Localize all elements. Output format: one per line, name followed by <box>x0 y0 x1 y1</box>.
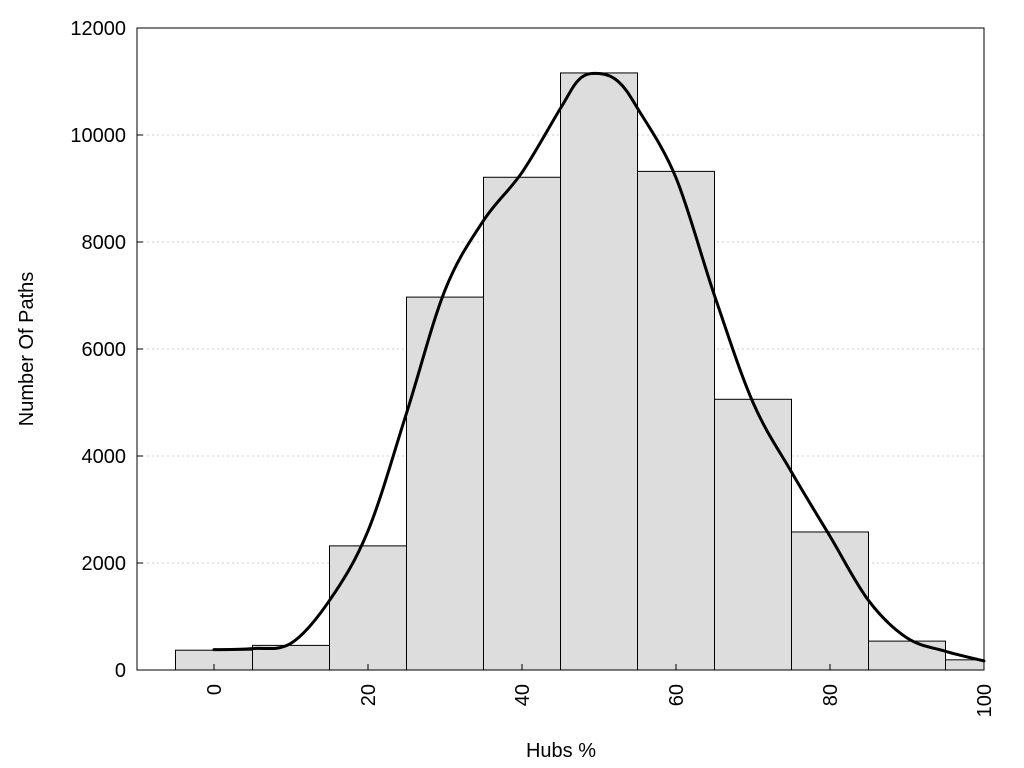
histogram-bar <box>483 176 561 671</box>
x-tick-label: 60 <box>666 684 688 706</box>
y-tick-label: 12000 <box>70 18 126 40</box>
y-tick-label: 0 <box>115 660 126 682</box>
x-tick-label: 20 <box>358 684 380 706</box>
histogram-bar <box>868 640 946 671</box>
y-axis-title: Number Of Paths <box>16 272 38 427</box>
x-tick-label: 0 <box>204 684 226 695</box>
y-tick-label: 6000 <box>82 339 127 361</box>
y-tick-label: 10000 <box>70 125 126 147</box>
y-tick-label: 4000 <box>82 446 127 468</box>
x-tick-label: 80 <box>820 684 842 706</box>
y-tick-label: 2000 <box>82 553 127 575</box>
x-tick-label: 100 <box>974 684 996 717</box>
histogram-bar <box>406 296 484 671</box>
x-tick-label: 40 <box>512 684 534 706</box>
x-axis-ticks: 0 20 40 60 80 100 <box>204 664 996 717</box>
histogram-bars <box>175 72 985 671</box>
density-curve <box>212 71 986 663</box>
histogram-bar <box>560 72 638 671</box>
histogram-bar <box>714 398 792 671</box>
y-tick-label: 8000 <box>82 232 127 254</box>
x-axis-title: Hubs % <box>526 740 596 762</box>
y-axis-ticks: 0 2000 4000 6000 8000 10000 12000 <box>70 18 143 682</box>
histogram-bar <box>945 659 985 671</box>
histogram-bar <box>637 170 715 671</box>
histogram-bar <box>329 545 407 671</box>
histogram-bar <box>791 531 869 671</box>
